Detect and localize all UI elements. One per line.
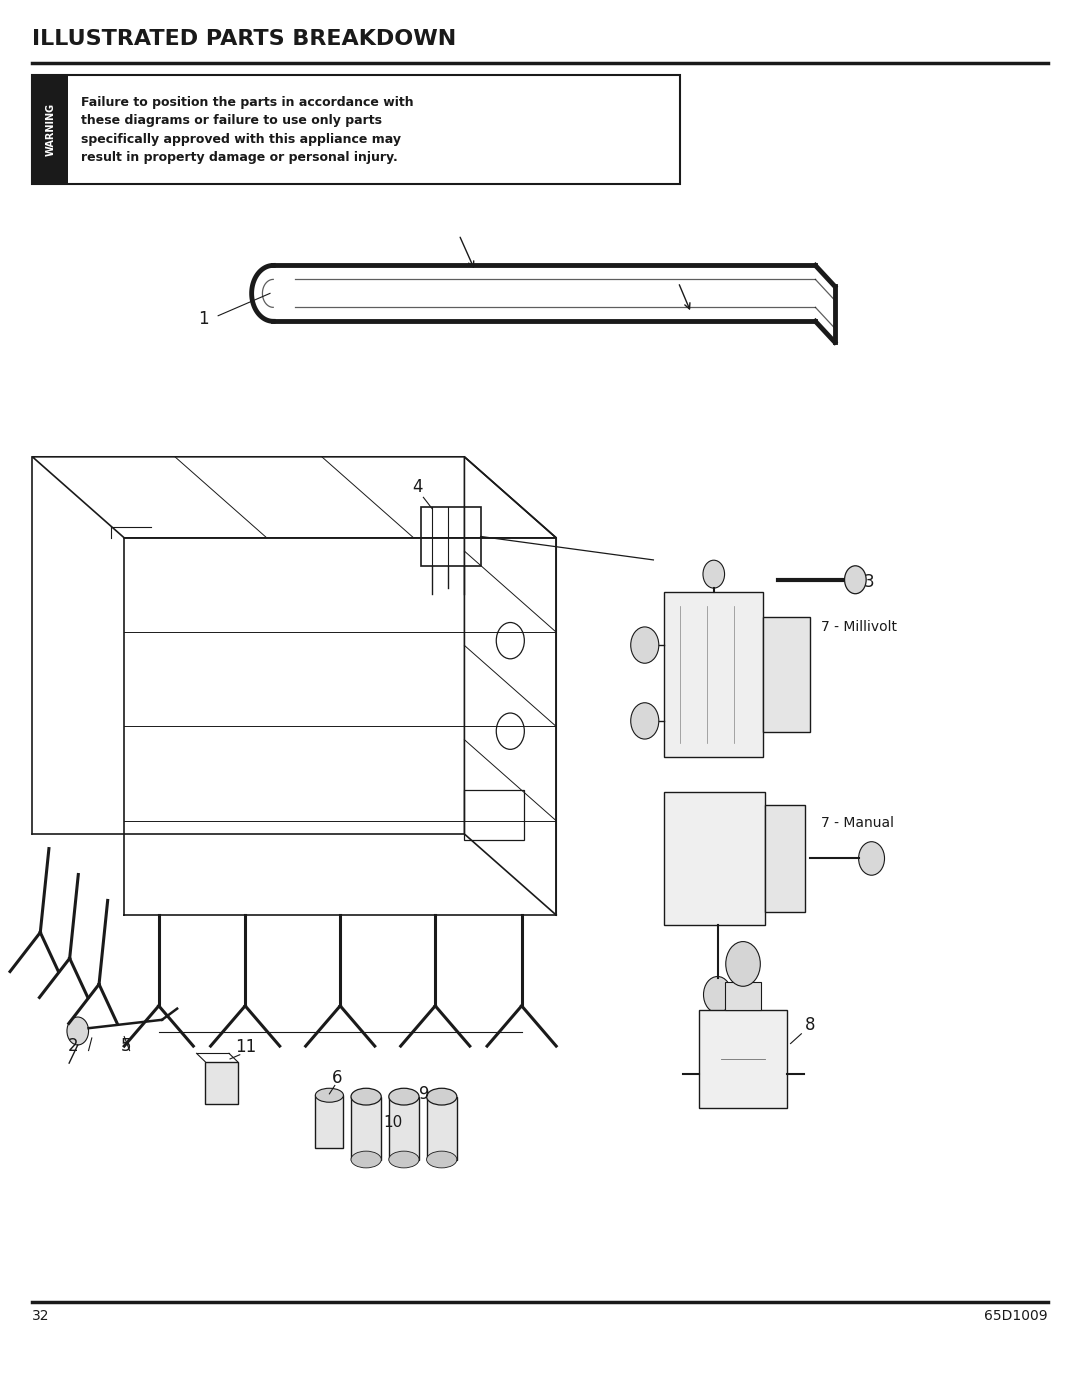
Bar — [699, 1010, 787, 1108]
Circle shape — [703, 977, 731, 1013]
Circle shape — [726, 942, 760, 986]
Bar — [32, 75, 68, 184]
Text: 32: 32 — [32, 1309, 50, 1323]
Text: 11: 11 — [235, 1038, 257, 1056]
Bar — [32, 75, 680, 184]
Circle shape — [859, 841, 885, 875]
Ellipse shape — [389, 1151, 419, 1168]
Bar — [463, 789, 524, 840]
Bar — [389, 1097, 419, 1160]
Circle shape — [703, 560, 725, 588]
Bar — [766, 805, 805, 911]
Bar — [726, 982, 760, 1010]
Text: 4: 4 — [413, 478, 423, 496]
Circle shape — [67, 1017, 89, 1045]
Bar — [664, 592, 764, 757]
Bar — [427, 1097, 457, 1160]
Ellipse shape — [427, 1088, 457, 1105]
Ellipse shape — [427, 1151, 457, 1168]
Text: Failure to position the parts in accordance with
these diagrams or failure to us: Failure to position the parts in accorda… — [81, 95, 414, 165]
Bar — [664, 792, 766, 925]
Ellipse shape — [389, 1088, 419, 1105]
Text: WARNING: WARNING — [45, 103, 55, 156]
Ellipse shape — [351, 1151, 381, 1168]
Circle shape — [631, 627, 659, 664]
Text: 9: 9 — [419, 1085, 430, 1104]
Text: 10: 10 — [383, 1115, 403, 1130]
Bar — [315, 1095, 343, 1148]
Bar — [351, 1097, 381, 1160]
Text: 1: 1 — [198, 310, 208, 328]
Bar — [205, 1062, 238, 1104]
Text: 65D1009: 65D1009 — [984, 1309, 1048, 1323]
Bar — [764, 617, 810, 732]
Ellipse shape — [315, 1088, 343, 1102]
Text: 7 - Manual: 7 - Manual — [821, 816, 894, 830]
Text: 3: 3 — [864, 573, 875, 591]
Text: 6: 6 — [332, 1069, 342, 1087]
Text: 7 - Millivolt: 7 - Millivolt — [821, 620, 896, 634]
Text: 5: 5 — [121, 1037, 132, 1055]
Bar — [421, 507, 481, 566]
Text: 8: 8 — [805, 1016, 815, 1034]
Circle shape — [631, 703, 659, 739]
Text: 2: 2 — [68, 1037, 79, 1055]
Circle shape — [845, 566, 866, 594]
Text: ILLUSTRATED PARTS BREAKDOWN: ILLUSTRATED PARTS BREAKDOWN — [32, 29, 457, 49]
Ellipse shape — [351, 1088, 381, 1105]
